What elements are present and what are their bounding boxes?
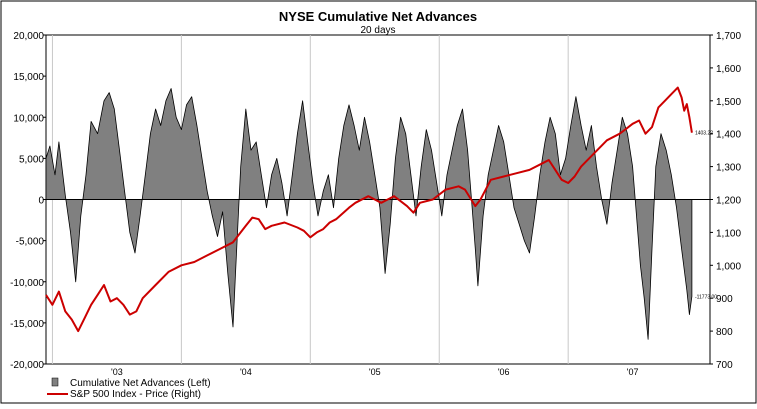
sp500-line-layer — [45, 86, 693, 333]
chart-subtitle: 20 days — [360, 25, 395, 36]
right-tick-label: 1,400 — [716, 130, 741, 141]
right-tick-label: 1,200 — [716, 196, 741, 207]
x-tick-label: '07 — [627, 367, 639, 377]
net-advances-area-layer — [45, 88, 693, 340]
right-tick-label: 1,100 — [716, 228, 741, 239]
right-tick-label: 1,000 — [716, 261, 741, 272]
left-tick-label: 15,000 — [13, 72, 44, 83]
left-tick-label: 10,000 — [13, 113, 44, 124]
legend-label-sp500: S&P 500 Index - Price (Right) — [70, 389, 201, 400]
right-tick-label: 1,500 — [716, 97, 741, 108]
left-tick-label: 5,000 — [19, 154, 44, 165]
right-tick-label: 700 — [716, 360, 733, 371]
net-advances-area — [45, 88, 693, 340]
right-tick-label: 800 — [716, 327, 733, 338]
right-tick-label: 1,600 — [716, 64, 741, 75]
right-axis: 1,700 1,600 1,500 1,400 1,300 1,200 1,100 1,000… — [710, 31, 741, 371]
legend: Cumulative Net Advances (Left) S&P 500 I… — [47, 377, 211, 400]
left-tick-label: -15,000 — [10, 319, 44, 330]
left-tick-label: 0 — [38, 196, 44, 207]
left-tick-label: -20,000 — [10, 360, 44, 371]
x-tick-label: '03 — [111, 367, 123, 377]
x-tick-label: '04 — [240, 367, 252, 377]
right-tick-label: 1,300 — [716, 163, 741, 174]
x-tick-label: '05 — [369, 367, 381, 377]
legend-label-net-advances: Cumulative Net Advances (Left) — [70, 378, 211, 389]
net-advances-last-value: -11773.00 — [695, 294, 717, 300]
sp500-last-value: 1403.22 — [695, 131, 713, 137]
right-tick-label: 900 — [716, 294, 733, 305]
sp500-line — [45, 86, 693, 333]
chart-title: NYSE Cumulative Net Advances — [279, 9, 477, 24]
x-axis: '03 '04 '05 '06 '07 — [111, 367, 638, 377]
x-tick-label: '06 — [498, 367, 510, 377]
legend-swatch-net-advances — [51, 377, 59, 387]
left-tick-label: -10,000 — [10, 278, 44, 289]
left-tick-label: -5,000 — [16, 237, 45, 248]
right-tick-label: 1,700 — [716, 31, 741, 42]
left-axis: 20,000 15,000 10,000 5,000 0 -5,000 -10,000 -15… — [10, 31, 46, 371]
left-tick-label: 20,000 — [13, 31, 44, 42]
